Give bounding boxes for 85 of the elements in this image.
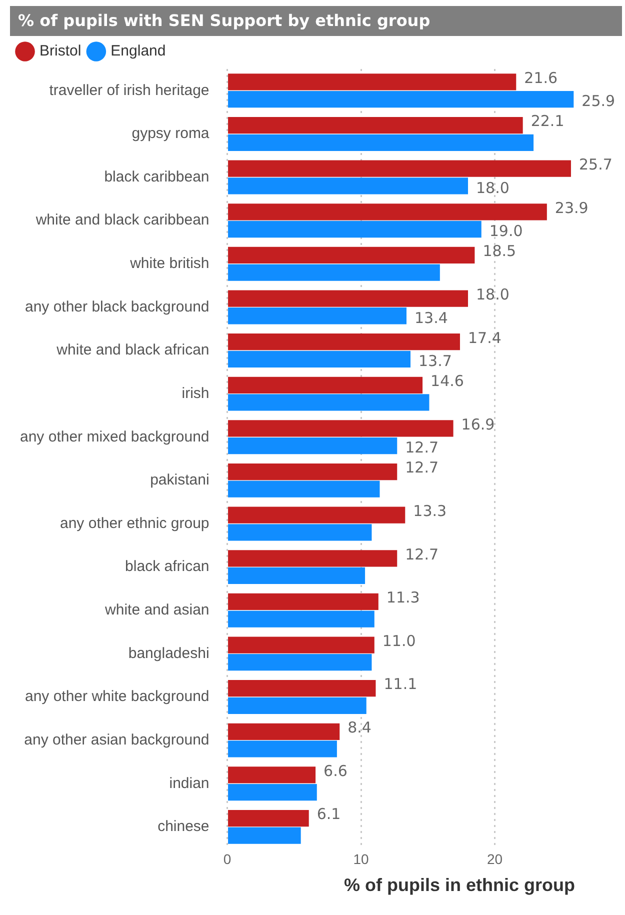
bar	[228, 480, 380, 498]
data-label: 14.6	[430, 372, 464, 390]
bar	[228, 636, 374, 654]
bar	[228, 810, 309, 827]
bar	[228, 350, 410, 368]
bar	[228, 463, 398, 480]
bar	[228, 220, 482, 238]
bar	[228, 740, 337, 758]
bar	[228, 91, 574, 108]
y-tick-label: bangladeshi	[128, 644, 210, 662]
bar	[228, 654, 372, 671]
y-tick-label: any other asian background	[24, 731, 210, 748]
bar	[228, 246, 475, 264]
bar	[228, 723, 340, 740]
data-label: 17.4	[468, 328, 502, 347]
data-label: 18.5	[482, 242, 516, 260]
y-tick-label: pakistani	[150, 472, 210, 489]
y-tick-label: white and black caribbean	[34, 212, 210, 229]
bar	[228, 116, 523, 134]
y-tick-label: gypsy roma	[132, 125, 210, 142]
y-tick-label: any other mixed background	[20, 428, 210, 446]
data-label: 11.0	[382, 632, 416, 650]
bar	[228, 766, 316, 784]
bar	[228, 178, 468, 194]
bar	[228, 593, 378, 610]
data-label: 18.0	[476, 285, 510, 304]
bar	[228, 290, 468, 307]
y-tick-label: black african	[125, 558, 210, 576]
data-label: 11.3	[386, 588, 420, 607]
bar	[228, 697, 366, 714]
bar	[228, 376, 423, 394]
y-tick-label: any other ethnic group	[60, 514, 210, 532]
data-label: 16.9	[461, 415, 495, 434]
data-label: 12.7	[405, 458, 439, 477]
data-label: 12.7	[405, 438, 439, 457]
data-label: 19.0	[489, 222, 523, 240]
data-label: 6.6	[324, 762, 348, 780]
y-tick-label: black caribbean	[104, 168, 210, 186]
x-tick-label: 10	[353, 850, 370, 867]
bar	[228, 74, 516, 90]
bar	[228, 334, 460, 350]
data-label: 22.1	[530, 112, 564, 130]
data-label: 25.7	[578, 156, 612, 174]
bar	[228, 204, 547, 220]
x-tick-label: 20	[486, 850, 503, 867]
bar	[228, 827, 301, 844]
y-tick-label: irish	[182, 384, 210, 402]
x-axis-title: % of pupils in ethnic group	[344, 875, 575, 896]
y-tick-label: white and black african	[56, 342, 210, 359]
legend-label: Bristol	[40, 42, 82, 60]
y-tick-label: any other white background	[24, 688, 210, 706]
y-tick-label: chinese	[158, 818, 210, 836]
data-label: 11.1	[384, 675, 418, 694]
bar	[228, 610, 374, 628]
bar	[228, 420, 454, 437]
legend-label: England	[110, 42, 166, 60]
y-tick-label: indian	[169, 774, 210, 792]
x-tick-label: 0	[223, 850, 232, 867]
bar	[228, 134, 534, 151]
y-tick-label: traveller of irish heritage	[49, 82, 210, 99]
data-label: 25.9	[582, 92, 616, 110]
y-tick-label: any other black background	[24, 298, 210, 316]
data-label: 6.1	[316, 805, 341, 824]
data-label: 21.6	[524, 68, 558, 87]
data-label: 13.3	[413, 502, 447, 520]
bar	[228, 524, 372, 541]
data-label: 12.7	[405, 545, 439, 564]
y-tick-label: white british	[129, 255, 210, 272]
bar	[228, 784, 317, 801]
data-label: 23.9	[554, 198, 588, 217]
data-label: 18.0	[476, 178, 510, 197]
data-label: 8.4	[348, 718, 372, 737]
bar	[228, 437, 398, 454]
bar	[228, 680, 376, 697]
bar	[228, 394, 430, 411]
data-label: 13.4	[414, 308, 448, 327]
bar	[228, 160, 571, 177]
data-label: 13.7	[418, 352, 452, 370]
bar	[228, 550, 398, 567]
bar	[228, 567, 366, 584]
bar	[228, 264, 440, 281]
bar	[228, 308, 406, 324]
y-tick-label: white and asian	[104, 602, 210, 619]
bar	[228, 506, 406, 524]
chart-title: % of pupils with SEN Support by ethnic group	[10, 6, 622, 36]
